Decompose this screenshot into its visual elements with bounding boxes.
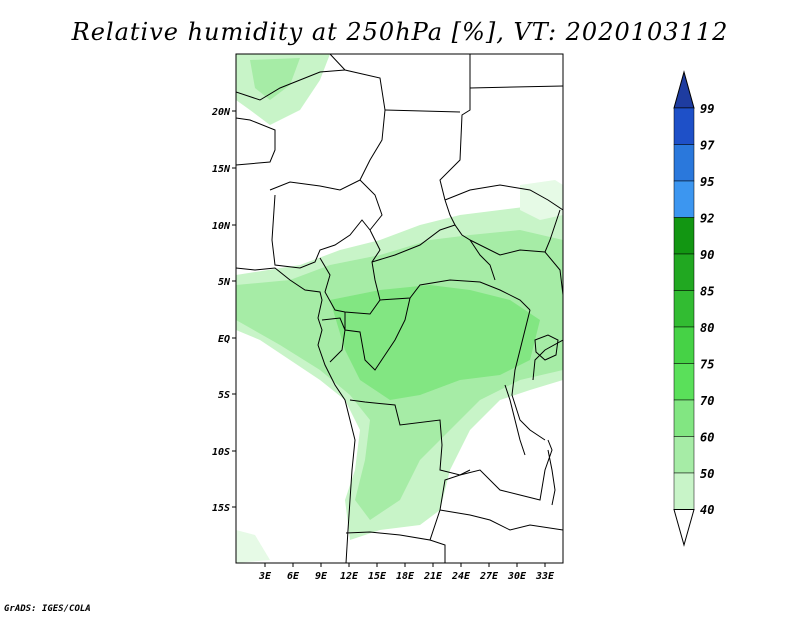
colorbar-label: 92 — [700, 212, 714, 226]
lat-label: 15S — [212, 503, 230, 514]
lon-label: 27E — [479, 571, 499, 582]
border-niger-south — [269, 179, 383, 231]
lake-malawi — [547, 449, 556, 506]
colorbar-swatch — [673, 290, 695, 328]
border-algeria-libya — [329, 54, 386, 181]
lake-tanganyika — [504, 384, 526, 456]
border-niger-chad — [384, 109, 461, 113]
colorbar-label: 95 — [700, 175, 714, 189]
colorbar-swatch — [673, 472, 695, 510]
lon-label: 15E — [368, 571, 387, 582]
border-mali-niger — [236, 69, 346, 101]
grads-credit: GrADS: IGES/COLA — [4, 604, 91, 614]
country-borders — [236, 54, 563, 563]
border-drc-east — [511, 309, 546, 441]
colorbar-label: 99 — [700, 102, 714, 116]
colorbar-swatch — [673, 436, 695, 474]
colorbar-label: 85 — [700, 285, 714, 299]
lon-label: 18E — [396, 571, 415, 582]
colorbar-label: 80 — [700, 321, 714, 335]
lon-label: 6E — [287, 571, 300, 582]
border-southsudan — [469, 239, 563, 296]
border-congo — [344, 297, 411, 371]
lat-label: 10N — [212, 221, 231, 232]
lon-label: 33E — [535, 571, 555, 582]
border-cameroon — [319, 229, 381, 315]
border-drc-angola — [349, 399, 471, 476]
lat-label: 10S — [212, 447, 230, 458]
lat-label: 5S — [218, 390, 230, 401]
lon-label: 9E — [315, 571, 328, 582]
lat-label: EQ — [218, 334, 230, 345]
lon-label: 12E — [340, 571, 359, 582]
colorbar-swatch — [673, 253, 695, 291]
border-car-drc — [379, 279, 531, 311]
axis-ticks — [232, 110, 546, 567]
border-sahel — [236, 117, 276, 166]
colorbar-swatch — [673, 217, 695, 255]
colorbar-swatch — [673, 144, 695, 182]
colorbar-swatch — [673, 180, 695, 218]
colorbar-swatch — [673, 107, 695, 145]
colorbar: 99 97 95 92 90 85 80 75 70 60 50 40 — [673, 70, 715, 547]
colorbar-swatch — [673, 326, 695, 364]
humidity-region-north-inner — [250, 58, 300, 100]
lat-label: 15N — [212, 164, 231, 175]
colorbar-label: 97 — [700, 139, 715, 153]
colorbar-swatch — [673, 363, 695, 401]
border-zambia — [459, 439, 553, 501]
coastline-west-africa — [236, 267, 356, 563]
humidity-region-congo — [330, 285, 540, 400]
border-libya-egypt — [439, 54, 471, 201]
lat-label: 20N — [211, 107, 231, 118]
border-nigeria — [271, 194, 371, 269]
border-zambia-south — [439, 509, 563, 531]
lon-label: 21E — [423, 571, 443, 582]
border-namibia-botswana — [429, 539, 446, 563]
lon-label: 30E — [507, 571, 527, 582]
colorbar-label: 70 — [700, 394, 714, 408]
border-sudan-north — [469, 85, 563, 89]
map-title: Relative humidity at 250hPa [%], VT: 202… — [71, 18, 729, 46]
colorbar-label: 90 — [700, 248, 714, 262]
border-sudan-chad — [444, 184, 563, 226]
lake-victoria — [534, 334, 559, 361]
lon-label: 3E — [258, 571, 272, 582]
colorbar-label: 50 — [700, 467, 714, 481]
colorbar-label: 75 — [700, 358, 714, 372]
lon-label: 24E — [451, 571, 471, 582]
lat-label: 5N — [218, 277, 231, 288]
colorbar-label: 40 — [700, 503, 714, 517]
colorbar-swatch — [673, 399, 695, 437]
humidity-shading — [236, 54, 563, 563]
colorbar-top-arrow — [673, 70, 695, 109]
map-frame — [235, 53, 564, 564]
border-chad-car — [371, 224, 496, 281]
colorbar-bottom-arrow — [673, 509, 695, 547]
map-figure: 3E 6E 9E 12E 15E 18E 21E 24E 27E 30E 33E… — [211, 53, 715, 582]
colorbar-label: 60 — [700, 431, 714, 445]
humidity-region-southwest — [236, 530, 270, 563]
border-gabon — [321, 317, 346, 363]
